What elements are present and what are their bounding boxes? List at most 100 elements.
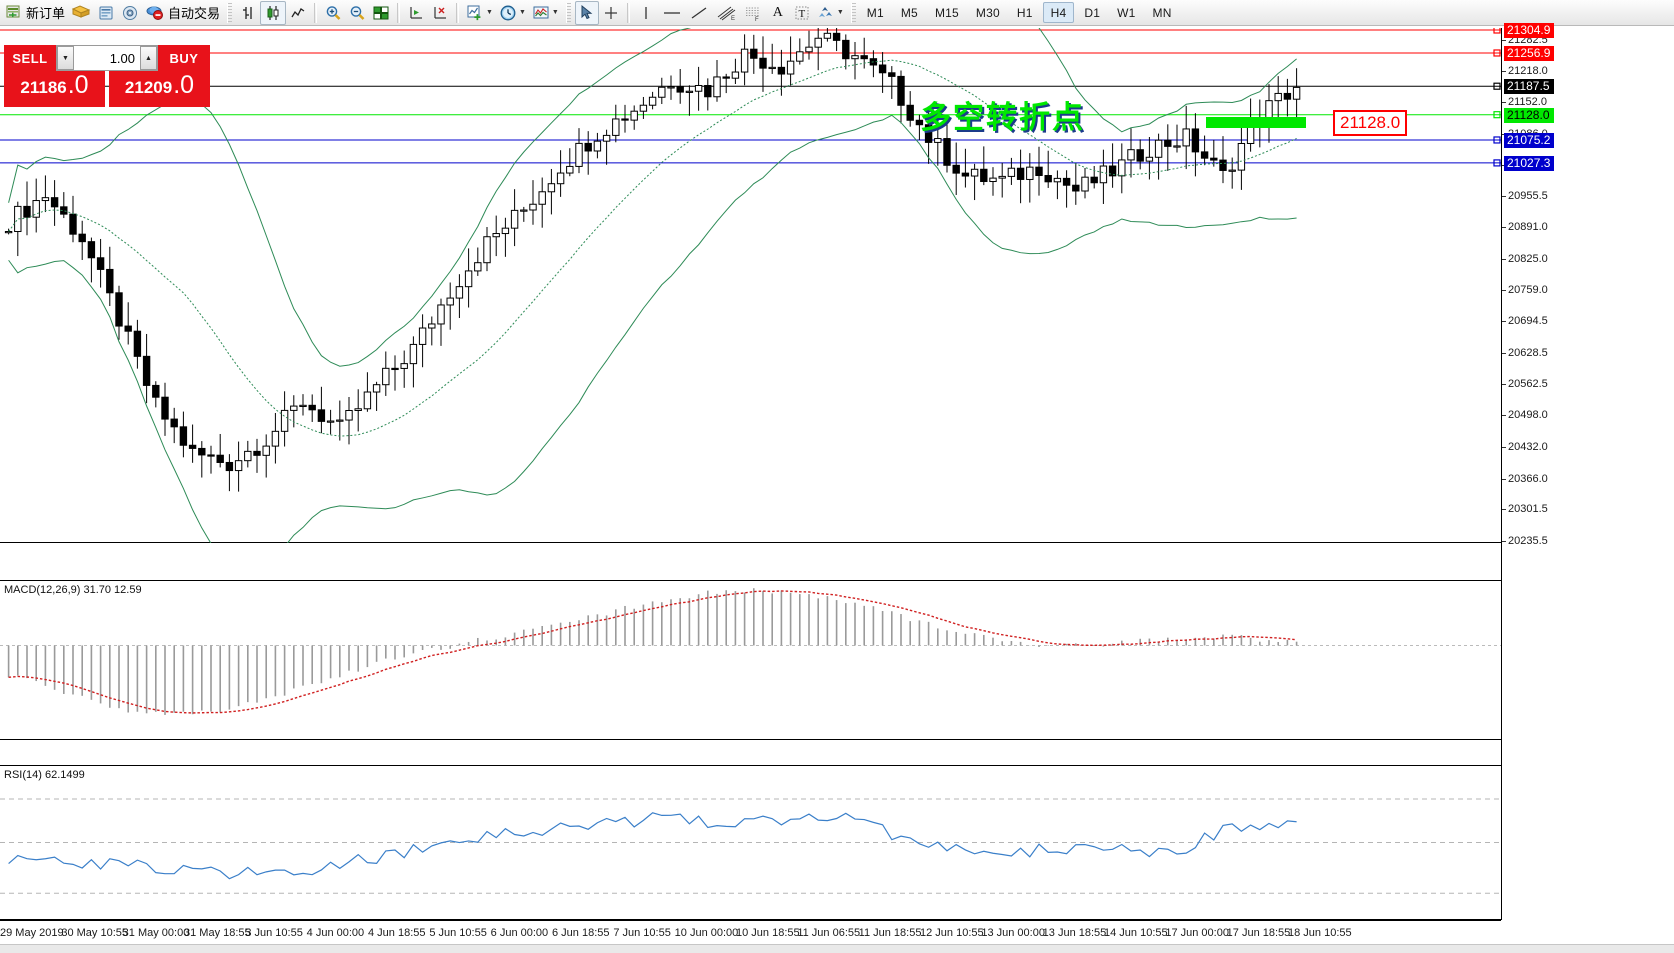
autotrading-label: 自动交易 xyxy=(168,6,221,21)
line-chart-icon[interactable] xyxy=(286,1,310,25)
price-axis-tick: 20891.0 xyxy=(1502,221,1548,233)
cursor-icon[interactable] xyxy=(574,0,599,25)
templates-icon[interactable]: ▼ xyxy=(529,1,562,25)
toolbar-separator-3 xyxy=(456,2,460,23)
price-level-label[interactable]: 21075.2 xyxy=(1504,132,1555,148)
price-axis-tick: 20759.0 xyxy=(1502,284,1548,296)
text-icon[interactable]: A xyxy=(772,4,783,20)
zoom-out-icon[interactable] xyxy=(345,1,369,25)
toolbar-separator-2 xyxy=(397,2,401,23)
price-axis-tick: 20628.5 xyxy=(1502,347,1548,359)
toolbar-separator-4 xyxy=(626,2,630,23)
sell-button[interactable]: SELL xyxy=(4,45,56,71)
price-level-label[interactable]: 21256.9 xyxy=(1504,45,1555,61)
volume-stepper[interactable]: ▼ 1.00 ▲ xyxy=(56,45,158,71)
timeframe-button-m5[interactable]: M5 xyxy=(900,5,918,20)
buy-button[interactable]: BUY xyxy=(158,45,210,71)
status-bar xyxy=(0,944,1674,953)
tile-windows-icon[interactable] xyxy=(369,1,393,25)
price-chart-svg xyxy=(0,28,1501,543)
equidistant-channel-icon[interactable]: E xyxy=(712,1,740,25)
horizontal-line-icon[interactable] xyxy=(658,1,686,25)
time-axis-tick: 4 Jun 18:55 xyxy=(368,927,426,939)
chart-shift-icon[interactable] xyxy=(404,1,428,25)
turning-point-annotation[interactable]: 多空转折点 xyxy=(920,100,1085,135)
candlestick-chart-icon[interactable] xyxy=(260,0,287,25)
navigator-icon[interactable] xyxy=(118,1,142,25)
chevron-down-icon[interactable]: ▼ xyxy=(518,9,526,16)
time-axis-tick: 10 Jun 18:55 xyxy=(736,927,800,939)
sell-price-dec: .0 xyxy=(67,71,89,99)
timeframe-button-h4[interactable]: H4 xyxy=(1042,2,1075,23)
price-axis-tick: 21218.0 xyxy=(1502,65,1548,77)
price-level-label[interactable]: 21304.9 xyxy=(1504,23,1555,38)
buy-price[interactable]: 21209 .0 xyxy=(109,71,210,107)
trendline-icon[interactable] xyxy=(686,1,712,25)
crosshair-icon[interactable] xyxy=(599,1,623,25)
price-level-label[interactable]: 21187.5 xyxy=(1504,79,1554,95)
timeframe-button-h1[interactable]: H1 xyxy=(1016,5,1033,20)
price-axis[interactable]: 21282.521218.021152.021086.021021.520955… xyxy=(1501,23,1674,920)
autotrading-icon[interactable]: 自动交易 xyxy=(142,1,223,25)
pane-gap-1 xyxy=(0,543,1501,580)
toolbar-separator-1 xyxy=(314,2,318,23)
timeframe-button-mn[interactable]: MN xyxy=(1152,5,1172,20)
time-axis-tick: 12 Jun 10:55 xyxy=(920,927,984,939)
time-axis-tick: 3 Jun 10:55 xyxy=(245,927,303,939)
rsi-pane[interactable]: RSI(14) 62.1499 xyxy=(0,765,1501,920)
price-axis-tick: 20235.5 xyxy=(1502,535,1548,547)
timeframe-button-m30[interactable]: M30 xyxy=(975,5,1000,20)
vertical-line-icon[interactable] xyxy=(634,1,658,25)
time-axis-tick: 18 Jun 10:55 xyxy=(1288,927,1352,939)
time-axis-tick: 6 Jun 00:00 xyxy=(490,927,549,939)
rsi-svg xyxy=(0,798,1501,894)
text-label-icon[interactable]: T xyxy=(790,1,814,25)
chevron-down-icon[interactable]: ▼ xyxy=(486,9,493,16)
period-icon[interactable]: ▼ xyxy=(496,1,529,25)
svg-text:T: T xyxy=(798,8,805,20)
time-axis-tick: 4 Jun 00:00 xyxy=(306,927,365,939)
price-callout-label[interactable]: 21128.0 xyxy=(1333,110,1408,136)
sell-price[interactable]: 21186 .0 xyxy=(4,71,105,107)
toolbar-grip-2[interactable] xyxy=(565,2,571,23)
time-axis-tick: 29 May 2019 xyxy=(0,927,64,939)
fibonacci-icon[interactable]: F xyxy=(740,1,766,25)
price-level-label[interactable]: 21128.0 xyxy=(1504,107,1554,123)
arrows-icon[interactable]: ▼ xyxy=(814,1,847,25)
time-axis-tick: 14 Jun 10:55 xyxy=(1104,927,1168,939)
price-axis-tick: 20694.5 xyxy=(1502,315,1548,327)
time-axis-tick: 11 Jun 06:55 xyxy=(797,927,861,939)
one-click-trading-panel[interactable]: SELL ▼ 1.00 ▲ BUY 21186 .0 21209 .0 xyxy=(4,45,210,107)
price-chart-pane[interactable] xyxy=(0,28,1501,543)
highlight-rectangle[interactable] xyxy=(1206,117,1306,128)
profiles-icon[interactable] xyxy=(68,1,94,25)
buy-price-int: 21209 xyxy=(124,78,173,97)
price-level-label[interactable]: 21027.3 xyxy=(1504,155,1555,171)
market-watch-icon[interactable] xyxy=(94,1,118,25)
volume-input[interactable]: 1.00 xyxy=(74,46,140,70)
timeframe-button-m15[interactable]: M15 xyxy=(934,5,959,20)
macd-svg xyxy=(0,588,1501,715)
volume-increment-button[interactable]: ▲ xyxy=(140,46,157,70)
volume-decrement-button[interactable]: ▼ xyxy=(57,46,74,70)
chevron-down-icon[interactable]: ▼ xyxy=(836,9,844,16)
timeframe-button-w1[interactable]: W1 xyxy=(1117,5,1136,20)
new-order-button[interactable]: 新订单 xyxy=(2,1,68,25)
svg-text:E: E xyxy=(731,16,735,22)
toolbar-grip-3[interactable] xyxy=(850,2,856,23)
time-axis-tick: 31 May 00:00 xyxy=(122,927,190,939)
bar-chart-icon[interactable] xyxy=(236,1,260,25)
chevron-down-icon[interactable]: ▼ xyxy=(551,9,559,16)
indicators-icon[interactable]: ▼ xyxy=(463,1,496,25)
time-axis-tick: 6 Jun 18:55 xyxy=(552,927,610,939)
zoom-in-icon[interactable] xyxy=(321,1,345,25)
macd-pane[interactable]: MACD(12,26,9) 31.70 12.59 xyxy=(0,580,1501,740)
timeframe-button-m1[interactable]: M1 xyxy=(866,5,884,20)
timeframe-button-d1[interactable]: D1 xyxy=(1084,5,1101,20)
price-axis-tick: 21152.0 xyxy=(1502,96,1547,108)
auto-scroll-icon[interactable] xyxy=(428,1,452,25)
time-axis-tick: 30 May 10:55 xyxy=(61,927,128,939)
rsi-label: RSI(14) 62.1499 xyxy=(4,769,85,781)
toolbar-grip-1[interactable] xyxy=(227,2,233,23)
time-axis-tick: 5 Jun 10:55 xyxy=(429,927,487,939)
